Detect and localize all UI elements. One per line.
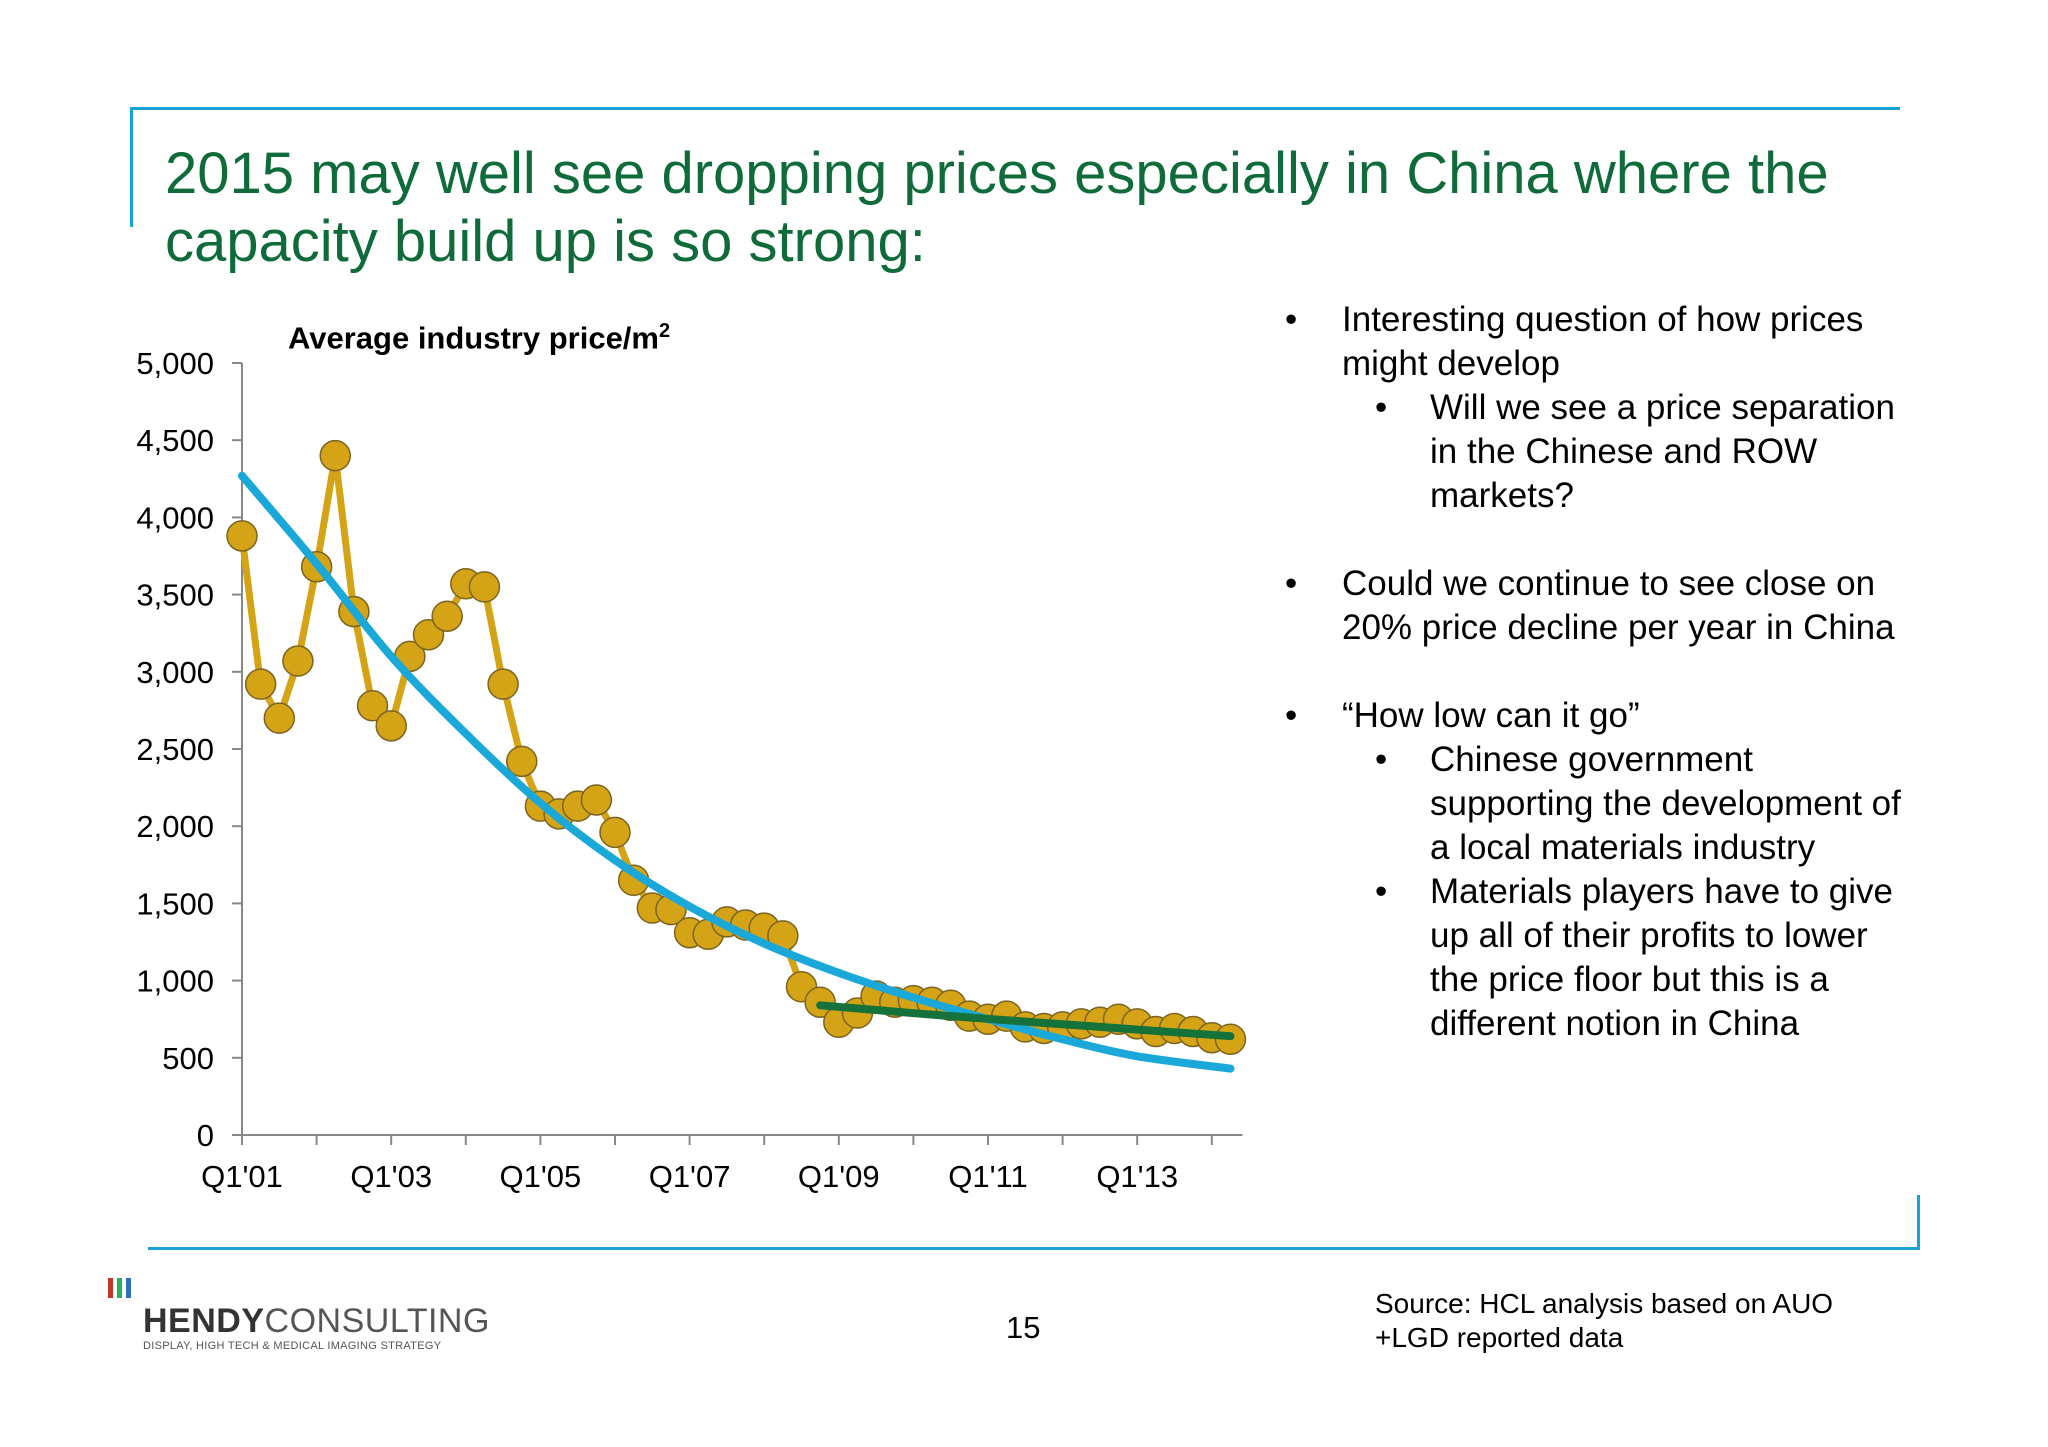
- price-point: [580, 784, 613, 816]
- chart-title-superscript: 2: [659, 320, 671, 342]
- frame-bottom-line: [148, 1247, 1920, 1250]
- x-tick-label: Q1'05: [500, 1159, 582, 1194]
- price-point: [599, 816, 631, 849]
- x-tick-label: Q1'09: [798, 1159, 880, 1194]
- x-tick-label: Q1'13: [1096, 1159, 1178, 1194]
- logo-name-bold: HENDY: [143, 1302, 265, 1340]
- page-number: 15: [1006, 1310, 1041, 1345]
- logo-bar: [108, 1278, 113, 1298]
- logo-bar: [126, 1278, 131, 1298]
- bullet-text: “How low can it go”: [1342, 696, 1640, 735]
- price-point: [506, 745, 538, 778]
- bullet-item: Interesting question of how prices might…: [1280, 298, 1920, 518]
- price-series-line: [238, 452, 1231, 1043]
- logo-bars-icon: [108, 1278, 135, 1298]
- sub-bullet-text: Chinese government supporting the develo…: [1430, 740, 1901, 867]
- bullet-item: Could we continue to see close on 20% pr…: [1280, 562, 1920, 650]
- frame-right-line: [1917, 1195, 1920, 1250]
- y-tick-label: 2,000: [136, 809, 214, 844]
- y-tick-label: 1,000: [136, 964, 214, 999]
- x-tick-label: Q1'11: [948, 1159, 1027, 1194]
- slide-title: 2015 may well see dropping prices especi…: [165, 141, 1829, 274]
- sub-bullet-list: Will we see a price separation in the Ch…: [1342, 386, 1920, 518]
- frame-left-line: [130, 107, 133, 227]
- x-tick-label: Q1'03: [350, 1159, 432, 1194]
- y-tick-label: 3,500: [136, 578, 214, 613]
- bullet-list: Interesting question of how prices might…: [1280, 298, 1920, 1090]
- bullet-text: Could we continue to see close on 20% pr…: [1342, 564, 1895, 647]
- bullet-root: Interesting question of how prices might…: [1280, 298, 1920, 1046]
- sub-bullet-item: Materials players have to give up all of…: [1280, 870, 1920, 1046]
- y-tick-label: 2,500: [136, 732, 214, 767]
- price-point: [282, 645, 314, 677]
- x-tick-label: Q1'01: [201, 1159, 283, 1194]
- sub-bullet-item: Chinese government supporting the develo…: [1280, 738, 1920, 870]
- price-point: [263, 702, 296, 734]
- chart-title: Average industry price/m2: [288, 320, 670, 356]
- logo-tagline: DISPLAY, HIGH TECH & MEDICAL IMAGING STR…: [143, 1340, 442, 1352]
- bullet-item: “How low can it go” Chinese government su…: [1280, 694, 1920, 1046]
- sub-bullet-text: Will we see a price separation in the Ch…: [1430, 388, 1895, 515]
- sub-bullet-text: Materials players have to give up all of…: [1430, 872, 1893, 1043]
- recent-trend-line: [816, 1001, 1235, 1041]
- x-tick-label: Q1'07: [649, 1159, 731, 1194]
- sub-bullet-list: Chinese government supporting the develo…: [1342, 738, 1920, 1046]
- price-chart: 0 500 1,000 1,500 2,000 2,500 3,000 3,500 4,000 4…: [136, 346, 1247, 1194]
- logo-name: HENDYCONSULTING: [143, 1302, 490, 1341]
- price-point: [356, 690, 389, 722]
- price-point: [319, 439, 351, 472]
- price-point: [431, 600, 463, 632]
- price-point: [375, 710, 407, 742]
- y-tick-label: 1,500: [136, 886, 214, 921]
- sub-bullet-item: Will we see a price separation in the Ch…: [1280, 386, 1920, 518]
- price-point: [226, 520, 258, 552]
- frame-top-line: [130, 107, 1900, 110]
- price-point: [244, 668, 277, 700]
- y-tick-label: 3,000: [136, 655, 214, 690]
- source-note: Source: HCL analysis based on AUO +LGD r…: [1375, 1288, 1834, 1353]
- logo-name-light: CONSULTING: [264, 1302, 490, 1340]
- y-tick-label: 4,000: [136, 500, 214, 535]
- chart-title-text: Average industry price/m: [288, 320, 659, 356]
- y-tick-label: 5,000: [136, 346, 214, 381]
- y-tick-label: 500: [162, 1041, 214, 1076]
- overall-trend-line: [238, 471, 1235, 1073]
- price-point: [487, 668, 519, 700]
- bullet-text: Interesting question of how prices might…: [1342, 300, 1864, 383]
- y-tick-label: 0: [197, 1118, 214, 1153]
- y-tick-label: 4,500: [136, 423, 214, 458]
- hendy-consulting-logo: HENDYCONSULTING DISPLAY, HIGH TECH & MED…: [108, 1278, 490, 1353]
- logo-bar: [117, 1278, 122, 1298]
- price-point: [468, 571, 501, 603]
